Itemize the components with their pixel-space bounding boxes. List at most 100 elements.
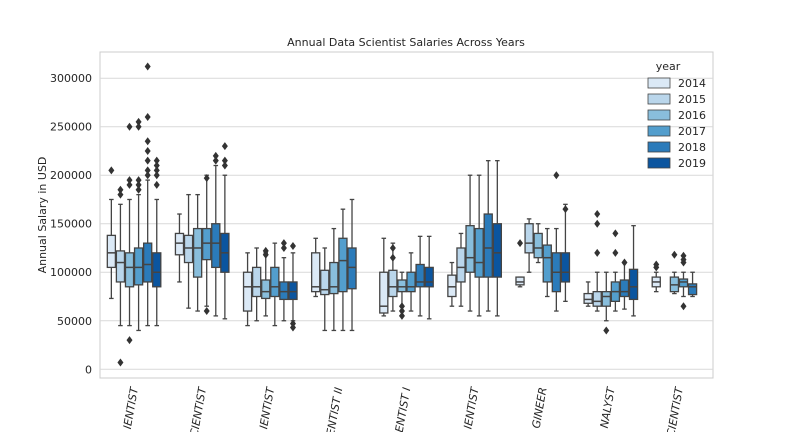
flier	[398, 311, 405, 320]
y-tick-label: 300000	[50, 72, 92, 85]
flier	[553, 171, 560, 180]
box	[687, 283, 698, 296]
flier	[594, 219, 601, 228]
box	[242, 271, 253, 312]
box	[678, 278, 689, 288]
box	[211, 223, 221, 269]
flier	[212, 151, 219, 160]
flier	[144, 156, 151, 165]
box	[338, 237, 348, 293]
box	[142, 242, 153, 283]
box	[174, 232, 185, 256]
box	[288, 281, 298, 301]
box	[251, 266, 262, 298]
flier	[117, 190, 124, 199]
flier	[398, 307, 405, 316]
flier	[126, 122, 133, 131]
flier	[135, 185, 142, 194]
box	[619, 279, 630, 298]
y-tick-label: 0	[85, 363, 92, 376]
box	[524, 223, 534, 254]
flier	[153, 156, 160, 165]
flier	[144, 137, 151, 146]
flier	[212, 156, 219, 165]
x-tick-label: CIENTIST II	[322, 386, 345, 432]
flier	[612, 229, 619, 238]
flier	[203, 174, 210, 183]
box	[115, 250, 126, 283]
flier	[144, 146, 151, 155]
box	[601, 290, 611, 307]
flier	[126, 336, 133, 345]
y-tick-label: 100000	[50, 266, 92, 279]
flier	[680, 258, 687, 267]
flier	[621, 258, 628, 267]
flier	[135, 117, 142, 126]
box	[560, 252, 571, 283]
flier	[153, 171, 160, 180]
box	[474, 227, 484, 278]
flier	[221, 142, 228, 151]
chart-title: Annual Data Scientist Salaries Across Ye…	[287, 36, 525, 49]
legend-label: 2016	[678, 109, 706, 122]
flier	[653, 263, 660, 272]
flier	[221, 156, 228, 165]
flier	[594, 248, 601, 257]
legend-label: 2018	[678, 141, 706, 154]
y-tick-label: 150000	[50, 218, 92, 231]
legend-label: 2019	[678, 157, 706, 170]
flier	[680, 302, 687, 311]
flier	[221, 161, 228, 170]
flier	[144, 171, 151, 180]
box	[106, 234, 117, 269]
legend-label: 2017	[678, 125, 706, 138]
flier	[289, 323, 296, 332]
legend-swatch	[647, 141, 671, 153]
box	[379, 271, 389, 314]
legend-swatch	[647, 77, 671, 89]
flier	[153, 166, 160, 175]
box	[347, 247, 357, 290]
flier	[144, 166, 151, 175]
box	[592, 290, 602, 307]
box	[183, 234, 194, 264]
y-tick-label: 200000	[50, 169, 92, 182]
box	[279, 281, 289, 301]
box	[456, 247, 466, 283]
legend-swatch	[647, 109, 671, 121]
legend-label: 2015	[678, 93, 706, 106]
legend-swatch	[647, 125, 671, 137]
x-tick-label: CIENTIST	[188, 385, 210, 432]
legend-label: 2014	[678, 77, 706, 90]
x-tick-label: IENTIST	[461, 385, 481, 430]
flier	[289, 242, 296, 251]
flier	[517, 239, 524, 248]
box	[447, 274, 457, 298]
box	[133, 247, 144, 286]
box	[483, 213, 493, 278]
box	[310, 252, 321, 293]
box	[515, 276, 525, 286]
flier	[135, 176, 142, 185]
box	[424, 266, 434, 288]
flier	[153, 161, 160, 170]
box	[397, 279, 407, 293]
legend-title: year	[656, 60, 681, 73]
box	[320, 269, 330, 296]
flier	[594, 210, 601, 219]
box	[270, 266, 280, 298]
box	[124, 252, 135, 288]
flier	[153, 180, 160, 189]
box	[542, 244, 552, 283]
flier	[108, 166, 115, 175]
x-tick-label: GINEER	[530, 386, 550, 429]
flier	[389, 253, 396, 262]
y-tick-label: 50000	[57, 315, 92, 328]
flier	[203, 307, 210, 316]
y-tick-label: 250000	[50, 121, 92, 134]
x-tick-label: IENTIST	[257, 385, 277, 430]
box	[628, 268, 639, 301]
flier	[126, 180, 133, 189]
box	[492, 223, 503, 278]
